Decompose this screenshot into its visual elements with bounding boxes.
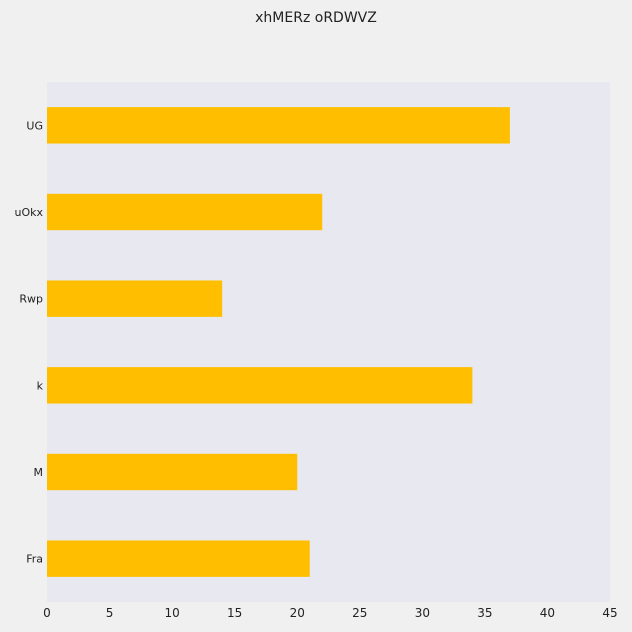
x-tick-label: 0 bbox=[43, 606, 51, 620]
bars-group bbox=[47, 107, 510, 577]
category-label: k bbox=[37, 379, 44, 392]
x-tick-label: 40 bbox=[540, 606, 555, 620]
x-tick-label: 20 bbox=[290, 606, 305, 620]
bar-uOkx bbox=[47, 193, 323, 231]
category-label: uOkx bbox=[14, 206, 43, 219]
plot-area bbox=[47, 82, 610, 602]
bar-Rwp bbox=[47, 280, 223, 317]
chart-title: xhMERz oRDWVZ bbox=[255, 10, 377, 26]
x-tick-label: 45 bbox=[602, 606, 617, 620]
x-tick-label: 25 bbox=[352, 606, 367, 620]
category-labels: UG uOkx Rwp k M Fra bbox=[14, 119, 43, 565]
category-label: Fra bbox=[26, 553, 43, 566]
bar-UG bbox=[47, 107, 510, 144]
x-tick-label: 10 bbox=[164, 606, 179, 620]
category-label: Rwp bbox=[19, 293, 43, 306]
category-label: M bbox=[34, 466, 44, 479]
bar-M bbox=[47, 453, 298, 491]
x-tick-label: 5 bbox=[106, 606, 114, 620]
category-label: UG bbox=[26, 119, 43, 132]
x-tick-label: 15 bbox=[227, 606, 242, 620]
bar-Fra bbox=[47, 540, 310, 577]
x-axis-ticks: 0 5 10 15 20 25 30 35 40 45 bbox=[43, 606, 617, 620]
x-tick-label: 35 bbox=[477, 606, 492, 620]
x-tick-label: 30 bbox=[415, 606, 430, 620]
bar-k bbox=[47, 367, 473, 404]
